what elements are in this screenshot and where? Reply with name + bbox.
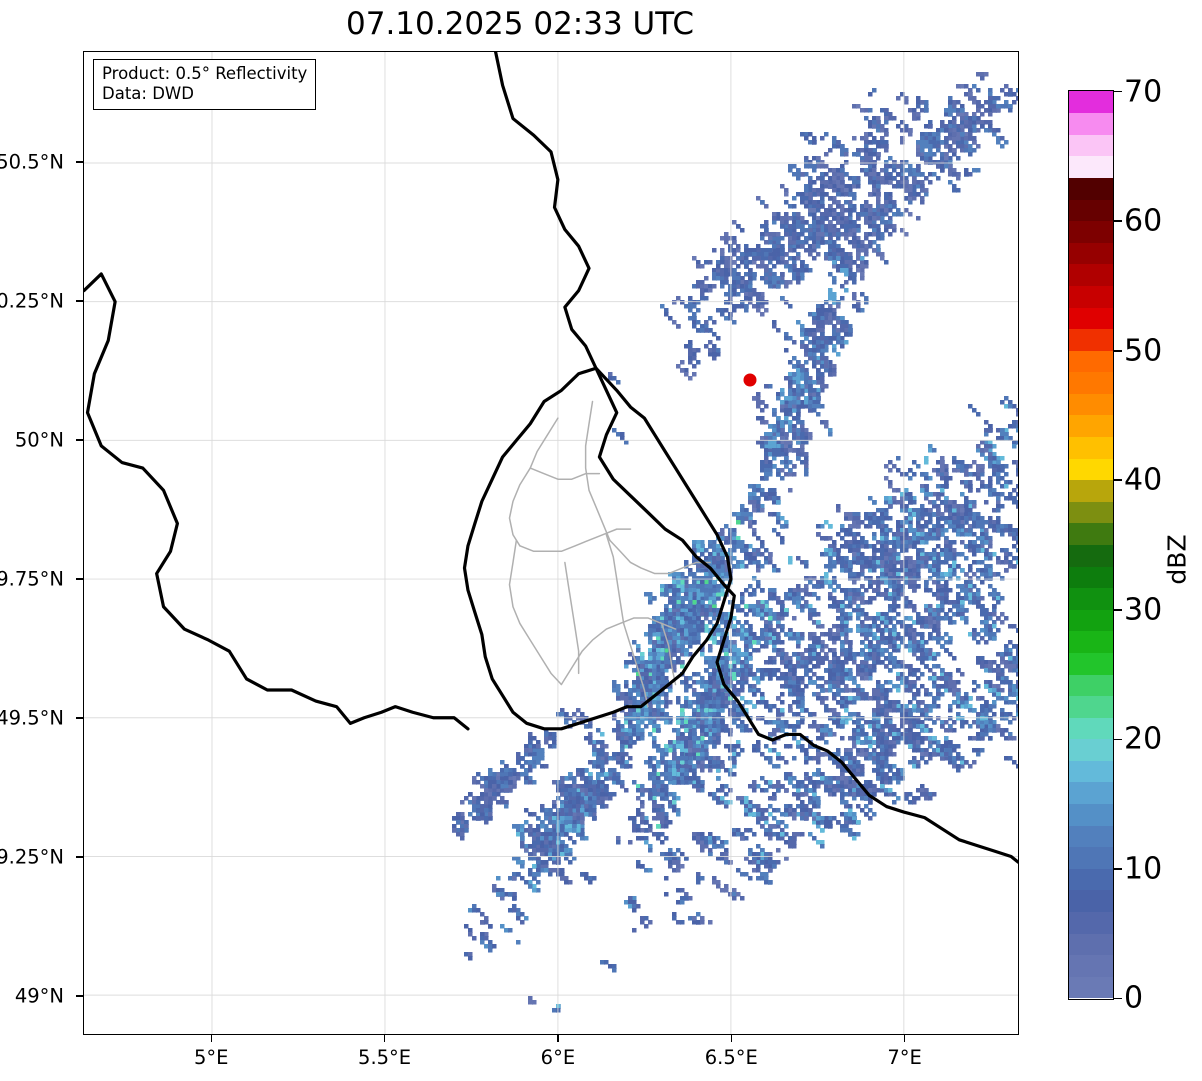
- colorbar-tick-mark: [1114, 349, 1122, 352]
- colorbar-band: [1069, 479, 1113, 502]
- colorbar-band: [1069, 587, 1113, 610]
- colorbar-band: [1069, 350, 1113, 373]
- annotation-box: Product: 0.5° Reflectivity Data: DWD: [93, 59, 317, 111]
- colorbar[interactable]: [1068, 90, 1114, 1000]
- colorbar-band: [1069, 91, 1113, 114]
- x-tick-mark: [557, 1035, 559, 1042]
- colorbar-band: [1069, 436, 1113, 459]
- colorbar-band: [1069, 285, 1113, 308]
- colorbar-band: [1069, 565, 1113, 589]
- colorbar-tick-mark: [1114, 479, 1122, 482]
- colorbar-band: [1069, 738, 1113, 761]
- x-tick-mark: [903, 1035, 906, 1042]
- colorbar-band: [1069, 177, 1113, 200]
- map-border-layer: [84, 52, 1018, 864]
- y-tick-mark: [76, 717, 83, 719]
- colorbar-band: [1069, 458, 1113, 481]
- y-tick-mark: [76, 578, 83, 580]
- x-tick-mark: [210, 1035, 212, 1042]
- map-plot-area[interactable]: [83, 51, 1019, 1035]
- colorbar-band: [1069, 242, 1113, 265]
- y-tick-mark: [76, 856, 83, 858]
- colorbar-band: [1069, 673, 1113, 697]
- colorbar-band: [1069, 220, 1113, 243]
- colorbar-tick-mark: [1114, 220, 1122, 223]
- colorbar-band: [1069, 933, 1113, 956]
- colorbar-tick-label: 40: [1124, 462, 1163, 498]
- y-tick-mark: [76, 995, 83, 997]
- colorbar-band: [1069, 155, 1113, 178]
- x-tick-label: 6.5°E: [704, 1046, 758, 1069]
- colorbar-tick-mark: [1114, 868, 1122, 870]
- x-tick-label: 5°E: [194, 1046, 229, 1069]
- colorbar-tick-label: 60: [1124, 203, 1163, 239]
- colorbar-tick-label: 0: [1124, 980, 1144, 1016]
- x-tick-label: 5.5°E: [358, 1046, 412, 1069]
- colorbar-band: [1069, 306, 1113, 330]
- colorbar-band: [1069, 134, 1113, 157]
- y-tick-label: 49.75°N: [0, 567, 64, 591]
- colorbar-tick-mark: [1114, 997, 1122, 1000]
- colorbar-band: [1069, 889, 1113, 913]
- colorbar-tick-label: 50: [1124, 333, 1163, 369]
- colorbar-tick-label: 20: [1124, 721, 1163, 757]
- y-tick-label: 49°N: [14, 984, 64, 1008]
- colorbar-band: [1069, 760, 1113, 783]
- colorbar-band: [1069, 781, 1113, 805]
- radar-site-marker[interactable]: [743, 373, 757, 387]
- colorbar-band: [1069, 501, 1113, 524]
- y-tick-label: 50.5°N: [0, 150, 64, 174]
- colorbar-band: [1069, 911, 1113, 934]
- x-tick-mark: [383, 1035, 386, 1042]
- colorbar-tick-mark: [1114, 608, 1122, 611]
- x-tick-label: 6°E: [540, 1046, 576, 1069]
- colorbar-band: [1069, 393, 1113, 416]
- y-tick-mark: [76, 439, 83, 441]
- y-tick-label: 49.5°N: [0, 706, 64, 730]
- colorbar-band: [1069, 868, 1113, 891]
- x-tick-label: 7°E: [887, 1046, 922, 1069]
- y-tick-mark: [76, 300, 83, 302]
- colorbar-band: [1069, 522, 1113, 545]
- colorbar-band: [1069, 717, 1113, 740]
- annotation-data: Data: DWD: [102, 84, 194, 104]
- x-tick-mark: [730, 1035, 732, 1042]
- colorbar-tick-label: 30: [1124, 592, 1163, 628]
- y-tick-label: 49.25°N: [0, 845, 64, 869]
- colorbar-band: [1069, 609, 1113, 632]
- annotation-product: Product: 0.5° Reflectivity: [102, 64, 308, 83]
- colorbar-band: [1069, 976, 1113, 999]
- colorbar-axis-label: dBZ: [1162, 534, 1192, 585]
- colorbar-band: [1069, 630, 1113, 653]
- colorbar-band: [1069, 695, 1113, 718]
- colorbar-band: [1069, 652, 1113, 675]
- colorbar-band: [1069, 263, 1113, 286]
- colorbar-tick-mark: [1114, 90, 1122, 93]
- radar-reflectivity-layer: [84, 52, 1018, 1034]
- colorbar-band: [1069, 846, 1113, 869]
- colorbar-band: [1069, 954, 1113, 977]
- colorbar-tick-label: 70: [1124, 74, 1163, 110]
- colorbar-band: [1069, 803, 1113, 826]
- colorbar-band: [1069, 544, 1113, 567]
- map-plot-inner: [84, 52, 1018, 1034]
- y-tick-label: 50°N: [14, 428, 64, 452]
- y-tick-mark: [76, 161, 83, 163]
- colorbar-band: [1069, 414, 1113, 438]
- colorbar-band: [1069, 198, 1113, 222]
- colorbar-band: [1069, 112, 1113, 135]
- y-tick-label: 50.25°N: [0, 289, 64, 313]
- colorbar-band: [1069, 371, 1113, 394]
- colorbar-band: [1069, 825, 1113, 848]
- colorbar-tick-mark: [1114, 738, 1122, 741]
- colorbar-band: [1069, 328, 1113, 351]
- page-title: 07.10.2025 02:33 UTC: [346, 6, 694, 42]
- colorbar-tick-label: 10: [1124, 851, 1163, 887]
